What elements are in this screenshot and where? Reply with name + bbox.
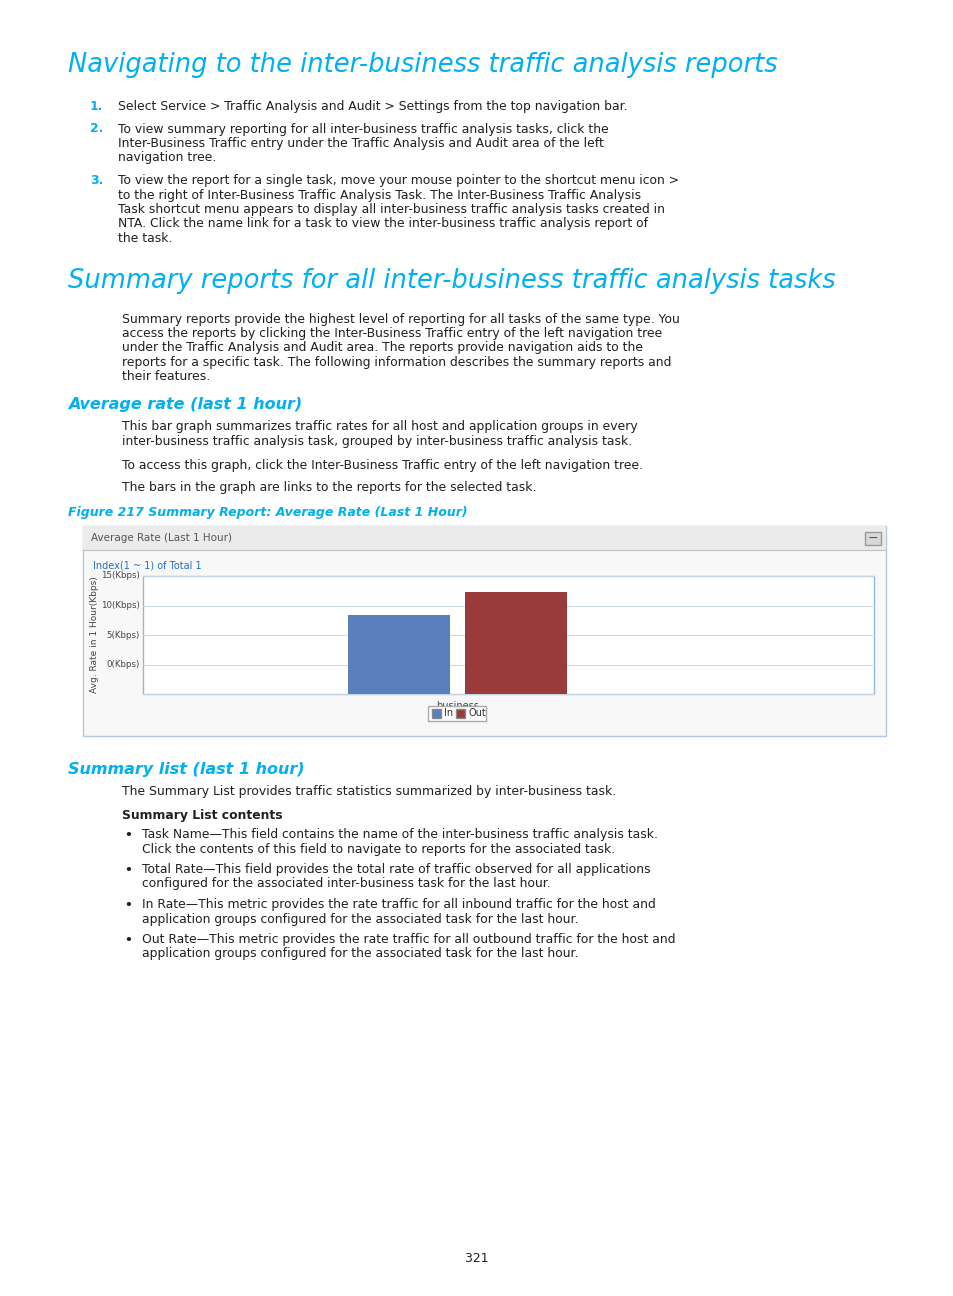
Text: the task.: the task. <box>118 232 172 245</box>
Text: configured for the associated inter-business task for the last hour.: configured for the associated inter-busi… <box>142 877 550 890</box>
Text: navigation tree.: navigation tree. <box>118 152 216 165</box>
Bar <box>864 531 880 544</box>
Text: 10(Kbps): 10(Kbps) <box>101 601 140 610</box>
Text: inter-business traffic analysis task, grouped by inter-business traffic analysis: inter-business traffic analysis task, gr… <box>122 434 632 447</box>
Text: •: • <box>124 934 132 947</box>
Text: •: • <box>124 864 132 877</box>
Text: 15(Kbps): 15(Kbps) <box>101 572 140 581</box>
Bar <box>464 592 566 693</box>
Text: Summary List contents: Summary List contents <box>122 810 282 823</box>
Text: 2.: 2. <box>90 123 103 136</box>
Text: Summary reports for all inter-business traffic analysis tasks: Summary reports for all inter-business t… <box>68 268 835 294</box>
FancyBboxPatch shape <box>83 526 885 736</box>
Text: Average rate (last 1 hour): Average rate (last 1 hour) <box>68 397 302 412</box>
Text: To access this graph, click the Inter-Business Traffic entry of the left navigat: To access this graph, click the Inter-Bu… <box>122 459 642 472</box>
Text: In: In <box>444 709 453 718</box>
Text: •: • <box>124 899 132 912</box>
Text: •: • <box>124 829 132 842</box>
Text: Click the contents of this field to navigate to reports for the associated task.: Click the contents of this field to navi… <box>142 842 615 855</box>
Text: access the reports by clicking the Inter-Business Traffic entry of the left navi: access the reports by clicking the Inter… <box>122 327 661 340</box>
Text: NTA. Click the name link for a task to view the inter-business traffic analysis : NTA. Click the name link for a task to v… <box>118 218 647 231</box>
Text: 5(Kbps): 5(Kbps) <box>107 630 140 639</box>
Text: Out: Out <box>468 709 486 718</box>
Text: Task shortcut menu appears to display all inter-business traffic analysis tasks : Task shortcut menu appears to display al… <box>118 203 664 216</box>
Text: Index(1 ~ 1) of Total 1: Index(1 ~ 1) of Total 1 <box>92 561 201 572</box>
Text: Navigating to the inter-business traffic analysis reports: Navigating to the inter-business traffic… <box>68 52 777 78</box>
Text: Avg. Rate in 1 Hour(Kbps): Avg. Rate in 1 Hour(Kbps) <box>91 577 99 693</box>
Text: application groups configured for the associated task for the last hour.: application groups configured for the as… <box>142 947 578 960</box>
Bar <box>432 709 441 718</box>
Text: Select Service > Traffic Analysis and Audit > Settings from the top navigation b: Select Service > Traffic Analysis and Au… <box>118 100 627 113</box>
Text: 3.: 3. <box>90 174 103 187</box>
Text: under the Traffic Analysis and Audit area. The reports provide navigation aids t: under the Traffic Analysis and Audit are… <box>122 342 642 355</box>
Bar <box>428 706 486 721</box>
Text: Figure 217 Summary Report: Average Rate (Last 1 Hour): Figure 217 Summary Report: Average Rate … <box>68 505 467 518</box>
Bar <box>143 575 873 693</box>
Text: Task Name—This field contains the name of the inter-business traffic analysis ta: Task Name—This field contains the name o… <box>142 828 658 841</box>
Text: Inter-Business Traffic entry under the Traffic Analysis and Audit area of the le: Inter-Business Traffic entry under the T… <box>118 137 603 150</box>
Text: to the right of Inter-Business Traffic Analysis Task. The Inter-Business Traffic: to the right of Inter-Business Traffic A… <box>118 188 640 201</box>
Text: To view the report for a single task, move your mouse pointer to the shortcut me: To view the report for a single task, mo… <box>118 174 679 187</box>
Text: application groups configured for the associated task for the last hour.: application groups configured for the as… <box>142 912 578 925</box>
Bar <box>456 709 465 718</box>
Text: The bars in the graph are links to the reports for the selected task.: The bars in the graph are links to the r… <box>122 482 536 495</box>
Text: 1.: 1. <box>90 100 103 113</box>
Text: business: business <box>436 701 478 712</box>
Text: reports for a specific task. The following information describes the summary rep: reports for a specific task. The followi… <box>122 356 671 369</box>
Bar <box>347 616 450 693</box>
Text: Summary reports provide the highest level of reporting for all tasks of the same: Summary reports provide the highest leve… <box>122 312 679 325</box>
Text: To view summary reporting for all inter-business traffic analysis tasks, click t: To view summary reporting for all inter-… <box>118 123 608 136</box>
Text: their features.: their features. <box>122 371 210 384</box>
Bar <box>83 526 885 550</box>
Text: −: − <box>867 531 878 544</box>
Text: 321: 321 <box>465 1252 488 1265</box>
Text: Summary list (last 1 hour): Summary list (last 1 hour) <box>68 762 304 778</box>
Text: Out Rate—This metric provides the rate traffic for all outbound traffic for the : Out Rate—This metric provides the rate t… <box>142 933 675 946</box>
Text: Total Rate—This field provides the total rate of traffic observed for all applic: Total Rate—This field provides the total… <box>142 863 650 876</box>
Text: In Rate—This metric provides the rate traffic for all inbound traffic for the ho: In Rate—This metric provides the rate tr… <box>142 898 655 911</box>
Text: This bar graph summarizes traffic rates for all host and application groups in e: This bar graph summarizes traffic rates … <box>122 420 638 433</box>
Text: 0(Kbps): 0(Kbps) <box>107 660 140 669</box>
Text: The Summary List provides traffic statistics summarized by inter-business task.: The Summary List provides traffic statis… <box>122 785 616 798</box>
Text: Average Rate (Last 1 Hour): Average Rate (Last 1 Hour) <box>91 533 232 543</box>
